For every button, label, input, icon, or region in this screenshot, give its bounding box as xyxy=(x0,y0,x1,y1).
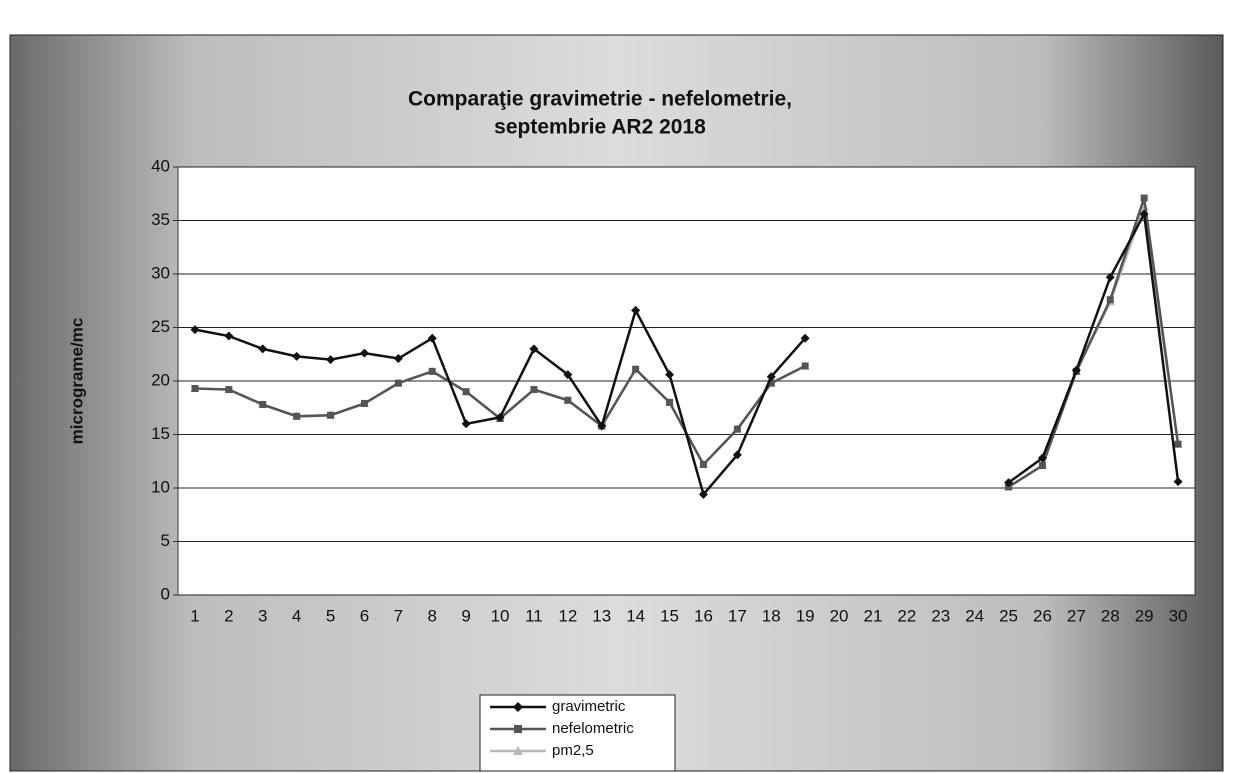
x-tick-label: 2 xyxy=(224,606,233,625)
data-point xyxy=(1139,209,1149,219)
x-tick-label: 22 xyxy=(897,606,916,625)
x-tick-label: 19 xyxy=(796,606,815,625)
data-point xyxy=(292,351,302,361)
x-tick-label: 17 xyxy=(728,606,747,625)
data-point xyxy=(1174,440,1182,448)
x-tick-label: 1 xyxy=(190,606,199,625)
data-point xyxy=(666,398,674,406)
y-tick-label: 35 xyxy=(151,210,170,229)
data-point xyxy=(529,344,539,354)
data-point xyxy=(191,384,199,392)
x-tick-label: 14 xyxy=(626,606,645,625)
x-tick-label: 5 xyxy=(326,606,335,625)
data-point xyxy=(665,370,675,380)
data-point xyxy=(1037,453,1047,463)
data-point xyxy=(427,333,437,343)
y-tick-label: 20 xyxy=(151,370,170,389)
x-tick-label: 6 xyxy=(360,606,369,625)
legend-marker xyxy=(513,746,523,755)
data-point xyxy=(698,489,708,499)
x-tick-label: 4 xyxy=(292,606,301,625)
x-tick-label: 12 xyxy=(558,606,577,625)
data-point xyxy=(259,401,267,409)
y-tick-label: 25 xyxy=(151,317,170,336)
data-point xyxy=(1105,272,1115,282)
data-point xyxy=(462,388,470,396)
x-tick-label: 10 xyxy=(491,606,510,625)
data-point xyxy=(632,365,640,373)
legend-label: gravimetric xyxy=(552,698,626,715)
data-point xyxy=(1004,478,1014,488)
data-point xyxy=(699,460,707,468)
data-point xyxy=(326,355,336,365)
data-point xyxy=(800,333,810,343)
x-tick-label: 21 xyxy=(863,606,882,625)
data-point xyxy=(767,379,775,387)
data-point xyxy=(495,412,505,422)
x-tick-label: 26 xyxy=(1033,606,1052,625)
chart-title: Comparaţie gravimetrie - nefelometrie, xyxy=(408,88,792,111)
x-tick-label: 23 xyxy=(931,606,950,625)
y-tick-label: 15 xyxy=(151,424,170,443)
data-point xyxy=(461,419,471,429)
data-point xyxy=(1071,365,1081,375)
data-point xyxy=(1173,477,1183,487)
legend-label: nefelometric xyxy=(552,720,634,737)
x-tick-label: 13 xyxy=(592,606,611,625)
legend-label: pm2,5 xyxy=(552,742,594,759)
data-point xyxy=(190,325,200,335)
data-point xyxy=(564,396,572,404)
data-point xyxy=(766,372,776,382)
chart-subtitle: septembrie AR2 2018 xyxy=(494,116,706,139)
data-point xyxy=(360,399,368,407)
data-point xyxy=(428,367,436,375)
y-axis-label: micrograme/mc xyxy=(67,318,86,445)
y-tick-label: 40 xyxy=(151,156,170,175)
data-point xyxy=(258,344,268,354)
x-tick-label: 27 xyxy=(1067,606,1086,625)
data-point xyxy=(1140,194,1148,202)
y-tick-label: 5 xyxy=(161,531,170,550)
legend-marker xyxy=(514,725,522,733)
data-point xyxy=(327,411,335,419)
x-tick-label: 28 xyxy=(1101,606,1120,625)
x-tick-label: 20 xyxy=(830,606,849,625)
x-tick-label: 18 xyxy=(762,606,781,625)
data-point xyxy=(732,450,742,460)
data-point xyxy=(225,386,233,394)
data-point xyxy=(1106,296,1114,304)
x-tick-label: 3 xyxy=(258,606,267,625)
data-point xyxy=(393,354,403,364)
y-tick-label: 30 xyxy=(151,263,170,282)
x-tick-label: 24 xyxy=(965,606,984,625)
y-tick-label: 10 xyxy=(151,477,170,496)
data-point xyxy=(224,331,234,341)
data-point xyxy=(597,421,607,431)
x-tick-label: 11 xyxy=(525,606,543,625)
x-tick-label: 7 xyxy=(394,606,403,625)
x-tick-label: 15 xyxy=(660,606,679,625)
data-point xyxy=(563,370,573,380)
x-tick-label: 9 xyxy=(461,606,470,625)
x-tick-label: 29 xyxy=(1135,606,1154,625)
x-tick-label: 30 xyxy=(1169,606,1188,625)
x-tick-label: 16 xyxy=(694,606,713,625)
data-point xyxy=(631,305,641,315)
data-point xyxy=(293,412,301,420)
x-tick-label: 8 xyxy=(428,606,437,625)
x-tick-label: 25 xyxy=(999,606,1018,625)
y-tick-label: 0 xyxy=(161,584,170,603)
data-point xyxy=(394,379,402,387)
legend-marker xyxy=(513,702,523,712)
data-point xyxy=(359,348,369,358)
data-point xyxy=(1038,462,1046,470)
data-point xyxy=(733,425,741,433)
data-point xyxy=(801,362,809,370)
data-point xyxy=(530,386,538,394)
